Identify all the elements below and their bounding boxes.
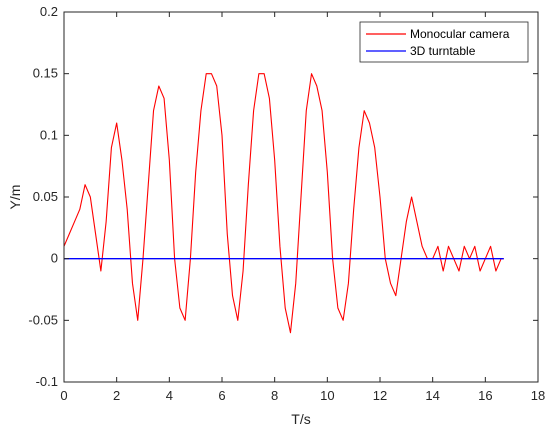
ticks-layer: 0 2 4 6 8 10 12 14 16 18 -0.1 -0.05 0 0.05 0.1 0.15 0.2	[28, 4, 545, 403]
y-tick-label: -0.1	[36, 374, 58, 389]
legend-label-3d-turntable: 3D turntable	[410, 44, 476, 58]
y-axis-label: Y/m	[7, 185, 23, 210]
y-tick-label: 0.15	[33, 66, 58, 81]
y-tick-label: -0.05	[28, 312, 58, 327]
y-tick-label: 0.2	[40, 4, 58, 19]
x-tick-label: 0	[60, 388, 67, 403]
y-tick-label: 0.05	[33, 189, 58, 204]
y-tick-label: 0	[51, 251, 58, 266]
x-tick-label: 14	[425, 388, 439, 403]
x-tick-label: 6	[218, 388, 225, 403]
x-tick-label: 2	[113, 388, 120, 403]
x-tick-label: 18	[531, 388, 545, 403]
x-tick-label: 16	[478, 388, 492, 403]
x-tick-label: 10	[320, 388, 334, 403]
x-tick-label: 8	[271, 388, 278, 403]
y-tick-label: 0.1	[40, 127, 58, 142]
legend-label-monocular-camera: Monocular camera	[410, 27, 510, 41]
x-tick-label: 12	[373, 388, 387, 403]
legend: Monocular camera 3D turntable	[359, 21, 529, 63]
x-axis-label: T/s	[291, 411, 310, 427]
legend-box	[359, 21, 529, 63]
x-tick-label: 4	[166, 388, 173, 403]
series-layer	[63, 73, 504, 334]
